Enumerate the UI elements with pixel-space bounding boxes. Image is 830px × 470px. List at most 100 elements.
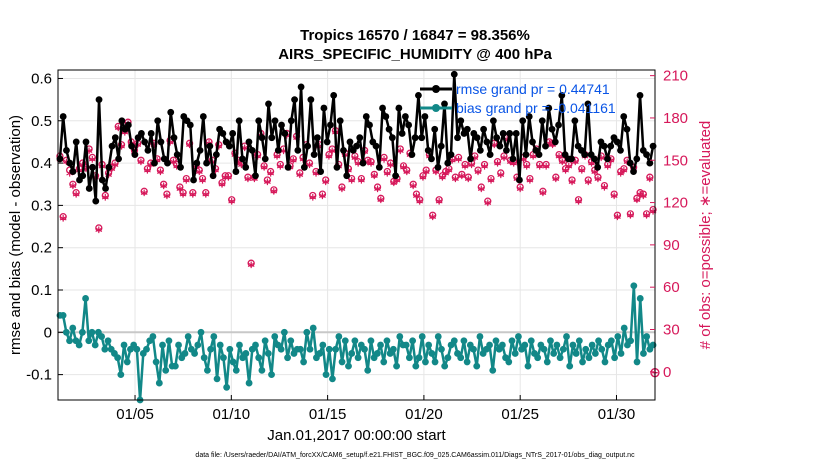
obs-evaluated-point: *: [517, 184, 525, 200]
rmse-point: [193, 159, 201, 167]
rmse-point: [424, 146, 432, 154]
bias-point: [207, 345, 215, 353]
rmse-point: [428, 155, 435, 163]
obs-evaluated-point: *: [354, 158, 362, 174]
obs-evaluated-point: *: [212, 166, 220, 182]
obs-evaluated-point: *: [329, 146, 337, 162]
obs-evaluated-point: *: [166, 137, 174, 153]
rmse-point: [196, 146, 204, 154]
rmse-point: [519, 117, 527, 125]
obs-evaluated-point: *: [458, 171, 466, 187]
obs-possible-point: [111, 159, 119, 167]
rmse-point: [69, 168, 77, 175]
bias-point: [463, 358, 471, 366]
obs-evaluated-point: *: [144, 166, 152, 182]
rmse-point: [444, 159, 452, 167]
rmse-point: [219, 130, 227, 137]
obs-possible-point: [552, 173, 560, 181]
rmse-point: [525, 113, 533, 120]
y2-tick-label: 60: [663, 279, 680, 296]
bias-point: [521, 341, 529, 349]
rmse-point: [473, 134, 481, 142]
rmse-point: [457, 117, 465, 125]
obs-evaluated-point: *: [484, 198, 492, 214]
obs-possible-point: [305, 159, 314, 167]
obs-evaluated-point: *: [286, 163, 294, 179]
bias-point: [640, 350, 647, 357]
obs-evaluated-point: *: [251, 174, 259, 190]
rmse-point: [395, 104, 403, 112]
obs-evaluated-point: *: [614, 212, 622, 228]
obs-evaluated-point: *: [445, 166, 453, 182]
obs-evaluated-point: *: [461, 161, 469, 177]
bias-point: [229, 358, 237, 366]
rmse-point: [327, 121, 334, 129]
bias-point: [633, 358, 641, 366]
bias-point: [75, 341, 83, 349]
obs-possible-point: [189, 189, 197, 197]
bias-point: [194, 341, 202, 349]
obs-evaluated-point: *: [306, 160, 314, 176]
obs-possible-point: [646, 173, 654, 181]
bias-point: [428, 350, 436, 357]
obs-evaluated-point: *: [448, 156, 456, 172]
obs-possible-point: [347, 174, 356, 183]
obs-possible-point: [487, 174, 495, 183]
obs-possible-point: [429, 211, 437, 219]
legend-bias-label: bias grand pr = -0.041161: [456, 100, 616, 116]
y2-axis-label: # of obs: o=possible; ∗=evaluated: [697, 121, 714, 350]
bias-point: [236, 341, 243, 349]
obs-possible-point: [484, 197, 492, 205]
x-tick-label: 01/20: [405, 406, 443, 423]
bias-point: [316, 350, 324, 357]
rmse-point: [437, 142, 445, 150]
rmse-point: [388, 134, 396, 142]
rmse-point: [190, 176, 197, 184]
obs-possible-point: [633, 194, 641, 202]
bias-point: [572, 350, 580, 357]
bias-point: [66, 337, 73, 345]
rmse-point: [382, 113, 390, 120]
obs-evaluated-point: *: [358, 175, 366, 191]
bias-point: [59, 311, 67, 319]
rmse-point: [268, 134, 276, 142]
obs-evaluated-point: *: [620, 166, 628, 182]
bias-point: [88, 328, 96, 336]
x-tick-label: 01/25: [501, 406, 539, 423]
obs-evaluated-point: *: [500, 153, 508, 169]
obs-evaluated-point: *: [371, 171, 379, 187]
rmse-point: [287, 117, 295, 125]
rmse-point: [375, 163, 383, 171]
bias-point: [165, 337, 173, 345]
rmse-point: [173, 151, 181, 159]
bias-point: [412, 362, 420, 370]
rmse-point: [405, 121, 413, 129]
obs-possible-point: [639, 190, 648, 198]
obs-evaluated-point: *: [623, 157, 631, 173]
obs-evaluated-point: *: [338, 184, 346, 200]
obs-evaluated-point: *: [283, 130, 291, 146]
obs-evaluated-point: *: [442, 168, 450, 184]
obs-evaluated-point: *: [552, 174, 560, 190]
obs-evaluated-point: *: [393, 175, 401, 191]
rmse-point: [594, 163, 602, 171]
rmse-point: [626, 159, 634, 167]
obs-evaluated-point: *: [102, 192, 110, 208]
rmse-point: [245, 138, 253, 146]
obs-evaluated-point: *: [238, 160, 246, 176]
rmse-point: [291, 96, 298, 104]
obs-evaluated-point: *: [85, 146, 93, 162]
obs-possible-point: [218, 179, 226, 187]
obs-evaluated-point: *: [604, 161, 612, 177]
obs-possible-point: [412, 190, 421, 198]
obs-possible-point: [373, 183, 382, 191]
bias-point: [486, 341, 493, 349]
bias-point: [216, 341, 224, 349]
rmse-point: [392, 172, 400, 180]
obs-possible-point: [260, 162, 268, 170]
plot-frame: [57, 69, 656, 401]
bias-point: [335, 333, 343, 340]
y-tick-label: 0.1: [31, 282, 52, 299]
legend-bias-marker: [432, 104, 440, 112]
obs-evaluated-point: *: [413, 191, 421, 207]
